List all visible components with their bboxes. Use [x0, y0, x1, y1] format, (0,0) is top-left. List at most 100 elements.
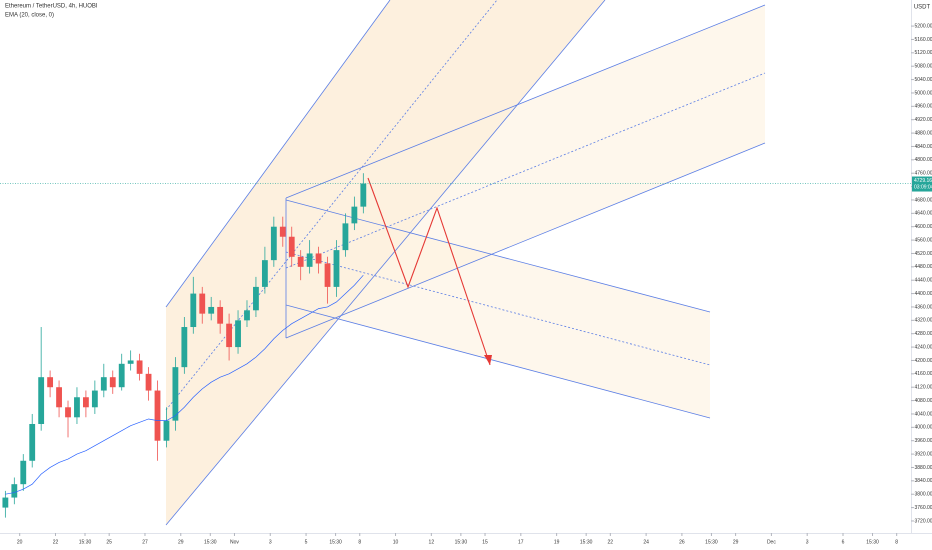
- x-tick-label: 24: [643, 539, 649, 545]
- y-tick-label: 3880.00: [915, 465, 932, 471]
- y-tick-label: 4280.00: [915, 331, 932, 337]
- y-tick-label: 3760.00: [915, 505, 932, 511]
- candle-body: [163, 420, 170, 441]
- candle-body: [20, 460, 27, 485]
- x-tick-label: 29: [733, 539, 739, 545]
- x-tick-label: 22: [53, 539, 59, 545]
- x-tick-label: 15:30: [580, 539, 593, 545]
- candle-body: [11, 484, 18, 498]
- y-tick-label: 5000.00: [915, 90, 932, 96]
- y-tick-label: 4400.00: [915, 291, 932, 297]
- y-tick-label: 4120.00: [915, 385, 932, 391]
- candle-body: [261, 260, 268, 287]
- drawings: [165, 0, 766, 526]
- y-tick-label: 4880.00: [915, 130, 932, 136]
- x-tick-label: 3: [806, 539, 809, 545]
- y-tick-label: 4600.00: [915, 224, 932, 230]
- y-tick-label: 3960.00: [915, 438, 932, 444]
- candle-body: [172, 367, 179, 421]
- x-tick-label: 12: [429, 539, 435, 545]
- x-tick-label: 20: [17, 539, 23, 545]
- candle-body: [38, 377, 45, 424]
- candle-body: [288, 236, 295, 257]
- x-tick-label: 25: [106, 539, 112, 545]
- y-tick-label: 3920.00: [915, 451, 932, 457]
- candle-body: [154, 390, 161, 441]
- plot: [2, 173, 367, 518]
- candle-body: [333, 250, 340, 287]
- y-tick-label: 4640.00: [915, 211, 932, 217]
- y-tick-label: 5040.00: [915, 77, 932, 83]
- y-tick-label: 4320.00: [915, 318, 932, 324]
- projection-arrow: [367, 177, 491, 366]
- x-tick-label: 3: [269, 539, 272, 545]
- last-price-label: 4729.16: [914, 178, 932, 184]
- y-tick-label: 5160.00: [915, 37, 932, 43]
- y-tick-label: 4240.00: [915, 344, 932, 350]
- x-tick-label: 15:30: [329, 539, 342, 545]
- y-tick-label: 4760.00: [915, 171, 932, 177]
- candle-body: [279, 226, 286, 237]
- legend-ema: EMA (20, close, 0): [5, 13, 54, 19]
- y-tick-label: 4520.00: [915, 251, 932, 257]
- candle-body: [181, 327, 188, 368]
- y-tick-label: 4360.00: [915, 304, 932, 310]
- channel-line: [165, 0, 391, 308]
- candle-body: [235, 320, 241, 348]
- x-tick-label: 10: [393, 539, 399, 545]
- candle-body: [199, 293, 206, 314]
- fork-line: [285, 4, 766, 199]
- candle-body: [47, 377, 54, 388]
- candle-body: [136, 360, 143, 374]
- x-tick-label: 26: [679, 539, 685, 545]
- candle-body: [226, 323, 233, 348]
- x-tick-label: 15:30: [79, 539, 92, 545]
- x-tick-label: 5: [305, 539, 308, 545]
- candle-body: [127, 360, 134, 364]
- x-tick-label: 15:30: [866, 539, 879, 545]
- candle-body: [360, 183, 367, 207]
- countdown-label: 03:09:04: [914, 184, 932, 190]
- candle-body: [190, 293, 197, 328]
- y-tick-label: 5120.00: [915, 50, 932, 56]
- y-tick-label: 3840.00: [915, 478, 932, 484]
- candle-body: [65, 407, 71, 418]
- candle-body: [306, 253, 313, 267]
- candle-body: [244, 310, 250, 321]
- fork-line: [285, 304, 711, 419]
- y-tick-label: 4960.00: [915, 104, 932, 110]
- x-tick-label: 22: [608, 539, 614, 545]
- y-tick-label: 4920.00: [915, 117, 932, 123]
- candle-body: [253, 286, 259, 311]
- chart-title: Ethereum / TetherUSD, 4h, HUOBI: [5, 4, 98, 10]
- candle-body: [270, 226, 277, 261]
- y-tick-label: 4560.00: [915, 237, 932, 243]
- candle-body: [109, 377, 116, 388]
- y-tick-label: 4200.00: [915, 358, 932, 364]
- x-tick-label: 15: [482, 539, 488, 545]
- x-tick-label: Dec: [767, 539, 776, 545]
- x-tick-label: 15:30: [204, 539, 217, 545]
- candle-body: [83, 397, 89, 408]
- fork-median: [285, 251, 711, 366]
- arrow-head: [484, 355, 492, 365]
- candle-body: [2, 497, 9, 508]
- x-tick-label: 8: [895, 539, 898, 545]
- x-tick-label: 27: [142, 539, 148, 545]
- x-tick-label: 29: [178, 539, 184, 545]
- channel-line: [165, 0, 606, 526]
- x-tick-label: 19: [554, 539, 560, 545]
- candle-body: [100, 377, 107, 391]
- candle-body: [297, 256, 304, 267]
- candle-body: [315, 253, 322, 264]
- y-tick-label: 4000.00: [915, 425, 932, 431]
- candle-body: [145, 373, 152, 391]
- candle-body: [91, 390, 98, 408]
- y-tick-label: 3720.00: [915, 518, 932, 524]
- x-tick-label: 17: [518, 539, 524, 545]
- y-tick-label: 4160.00: [915, 371, 932, 377]
- x-tick-label: 6: [842, 539, 845, 545]
- candle-body: [56, 387, 62, 408]
- candle-body: [29, 423, 36, 461]
